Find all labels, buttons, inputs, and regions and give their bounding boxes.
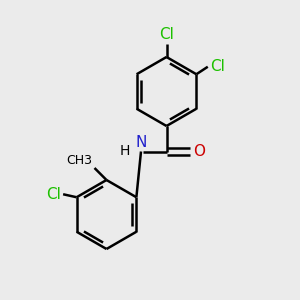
Text: N: N bbox=[135, 135, 147, 150]
Text: CH3: CH3 bbox=[66, 154, 92, 166]
Text: H: H bbox=[119, 144, 130, 158]
Text: Cl: Cl bbox=[46, 187, 61, 202]
Text: Cl: Cl bbox=[159, 27, 174, 42]
Text: O: O bbox=[194, 144, 206, 159]
Text: Cl: Cl bbox=[210, 59, 225, 74]
